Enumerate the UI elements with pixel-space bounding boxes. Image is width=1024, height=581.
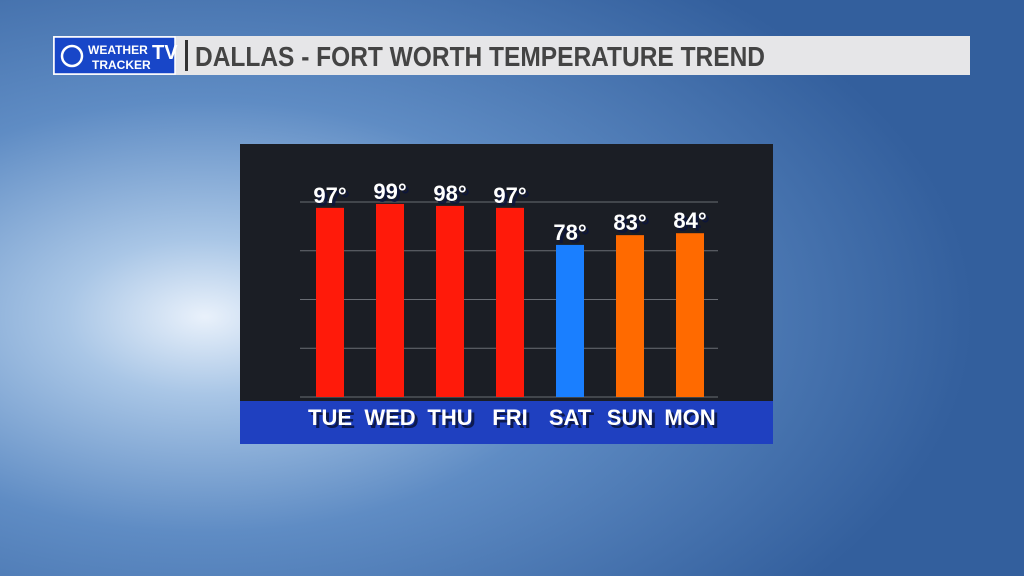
logo-badge: TV bbox=[152, 42, 178, 64]
bar bbox=[556, 244, 584, 397]
value-label: 84° bbox=[673, 208, 706, 233]
x-tick-label: MON bbox=[664, 405, 715, 430]
x-tick-label: SUN bbox=[607, 405, 653, 430]
header-bar bbox=[53, 36, 970, 75]
x-tick-label: TUE bbox=[308, 405, 352, 430]
bar bbox=[436, 205, 464, 397]
divider bbox=[185, 40, 188, 71]
x-tick-label: FRI bbox=[492, 405, 527, 430]
x-tick-label: THU bbox=[427, 405, 472, 430]
logo-text: TRACKER bbox=[92, 58, 151, 72]
logo-box bbox=[53, 36, 176, 75]
chart-title: DALLAS - FORT WORTH TEMPERATURE TREND bbox=[195, 41, 765, 72]
x-tick-label: WED bbox=[364, 405, 415, 430]
bar bbox=[496, 207, 524, 397]
value-label: 97° bbox=[493, 183, 526, 208]
value-label: 78° bbox=[553, 220, 586, 245]
bar bbox=[316, 207, 344, 397]
value-label: 83° bbox=[613, 210, 646, 235]
category-band bbox=[240, 401, 773, 444]
bar bbox=[676, 233, 704, 397]
x-tick-label: SAT bbox=[549, 405, 592, 430]
logo-icon bbox=[60, 44, 84, 68]
bar bbox=[616, 235, 644, 397]
value-label: 98° bbox=[433, 181, 466, 206]
bar bbox=[376, 203, 404, 397]
value-label: 97° bbox=[313, 183, 346, 208]
logo-text: WEATHER bbox=[88, 43, 148, 57]
value-label: 99° bbox=[373, 179, 406, 204]
